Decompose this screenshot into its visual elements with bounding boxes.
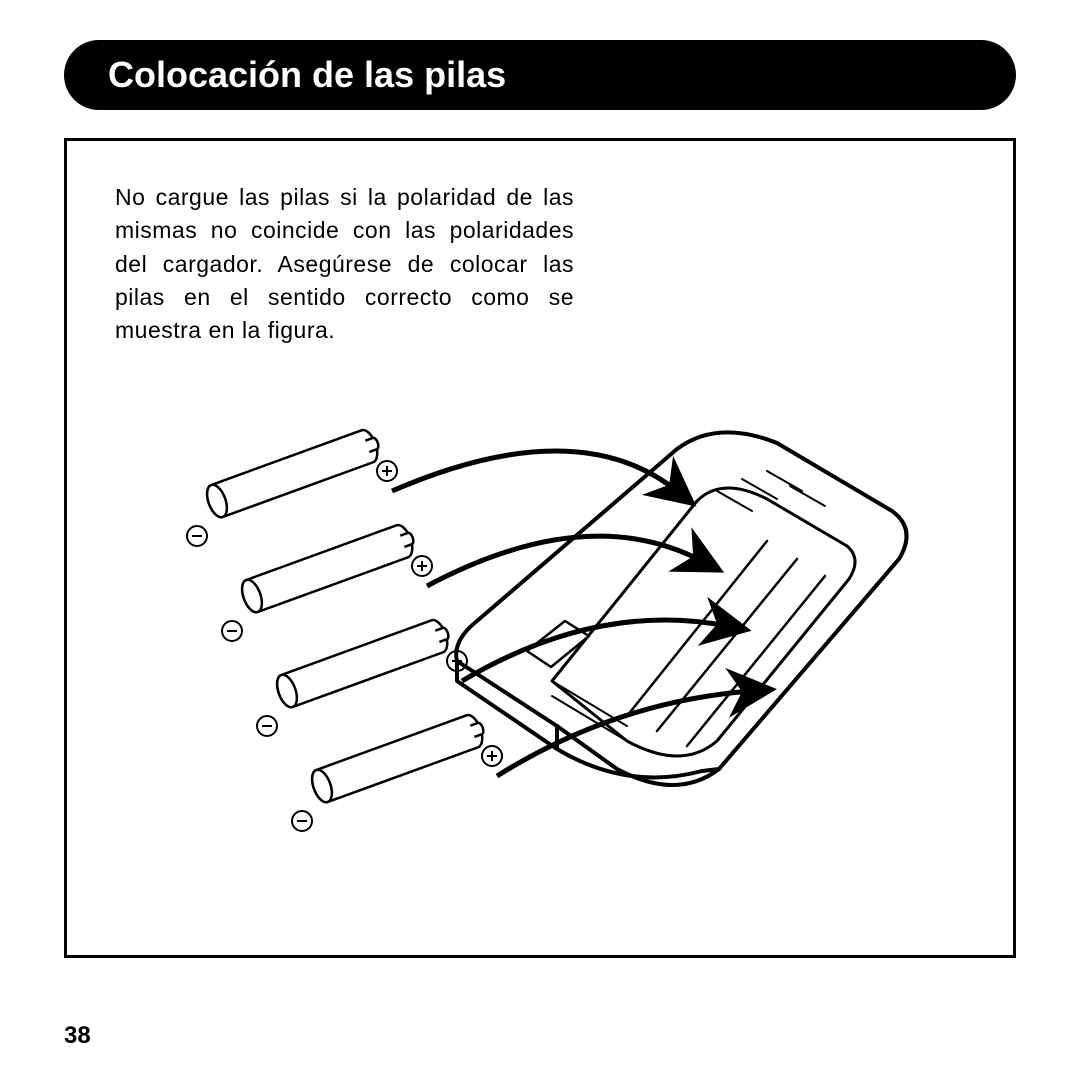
section-title: Colocación de las pilas — [64, 40, 1016, 110]
content-frame: No cargue las pilas si la polaridad de l… — [64, 138, 1016, 958]
instruction-text: No cargue las pilas si la polaridad de l… — [115, 181, 574, 348]
battery-charger-diagram — [157, 371, 917, 891]
charger-icon — [456, 432, 906, 785]
page-number: 38 — [64, 1022, 91, 1050]
